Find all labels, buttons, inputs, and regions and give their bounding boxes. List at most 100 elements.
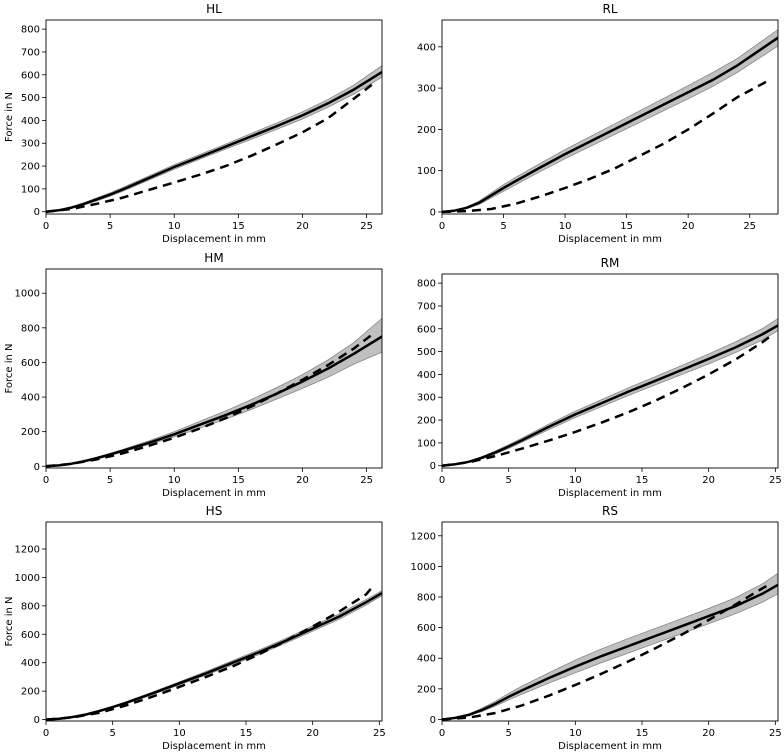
y-tick-label: 0 [430, 207, 436, 218]
x-tick-label: 20 [306, 728, 319, 739]
std-band [442, 572, 778, 720]
chart-title: HS [206, 504, 223, 518]
axes-frame [45, 19, 383, 215]
mean-line [46, 592, 382, 721]
x-tick-label: 0 [439, 475, 445, 486]
y-tick-label: 700 [417, 301, 436, 312]
mean-line [46, 335, 382, 468]
x-tick-label: 0 [439, 221, 445, 232]
y-tick-label: 600 [417, 623, 436, 634]
x-tick-label: 5 [505, 728, 511, 739]
axes-frame [441, 273, 779, 469]
y-tick-label: 800 [21, 323, 40, 334]
axes-frame [441, 521, 779, 722]
x-tick-label: 15 [240, 728, 253, 739]
y-tick-label: 400 [21, 393, 40, 404]
y-tick-label: 1200 [411, 531, 436, 542]
y-tick-label: 200 [21, 162, 40, 173]
x-tick-label: 0 [43, 475, 49, 486]
mean-line [442, 583, 778, 721]
y-tick-label: 0 [430, 461, 436, 472]
x-tick-label: 10 [168, 221, 181, 232]
x-tick-label: 15 [620, 221, 633, 232]
y-tick-label: 1000 [15, 573, 40, 584]
y-tick-label: 1000 [411, 562, 436, 573]
chart-title: HL [206, 2, 222, 16]
model-dashed-line [46, 82, 374, 213]
y-tick-label: 0 [34, 207, 40, 218]
x-axis-label: Displacement in mm [558, 234, 662, 245]
x-tick-label: 15 [232, 475, 245, 486]
x-axis-label: Displacement in mm [162, 488, 266, 499]
x-tick-label: 5 [505, 475, 511, 486]
std-band [442, 29, 778, 213]
axes-frame [45, 521, 383, 722]
y-tick-label: 400 [21, 116, 40, 127]
x-tick-label: 20 [702, 475, 715, 486]
y-tick-label: 400 [417, 42, 436, 53]
y-tick-label: 1200 [15, 545, 40, 556]
chart-title: RL [602, 2, 617, 16]
y-tick-label: 200 [417, 684, 436, 695]
y-tick-label: 600 [21, 358, 40, 369]
axes-frame [441, 19, 779, 215]
y-tick-label: 800 [417, 593, 436, 604]
x-tick-label: 15 [636, 475, 649, 486]
chart-panel-rs: RS 0 5 10 15 20 25 0 200 400 600 800 1000 1200 Displac… [411, 504, 782, 752]
x-tick-label: 10 [173, 728, 186, 739]
plot-area [442, 318, 778, 467]
x-axis-label: Displacement in mm [558, 741, 662, 752]
x-tick-label: 20 [296, 221, 309, 232]
std-band [46, 590, 382, 720]
y-tick-label: 800 [21, 601, 40, 612]
y-tick-label: 200 [21, 687, 40, 698]
x-tick-label: 5 [500, 221, 506, 232]
x-tick-label: 5 [109, 728, 115, 739]
mean-line [46, 70, 382, 213]
x-tick-label: 10 [569, 728, 582, 739]
model-dashed-line [442, 583, 770, 721]
x-tick-label: 25 [769, 475, 782, 486]
x-tick-label: 20 [682, 221, 695, 232]
model-dashed-line [442, 79, 769, 214]
y-tick-label: 1000 [15, 289, 40, 300]
x-tick-label: 10 [168, 475, 181, 486]
plot-area [46, 585, 382, 721]
y-tick-label: 100 [21, 184, 40, 195]
plot-area [46, 65, 382, 213]
x-axis-label: Displacement in mm [162, 741, 266, 752]
y-tick-label: 0 [34, 715, 40, 726]
plot-area [46, 317, 382, 468]
y-axis-label: Force in N [4, 92, 15, 142]
y-tick-label: 300 [21, 139, 40, 150]
y-tick-label: 100 [417, 166, 436, 177]
x-tick-label: 15 [636, 728, 649, 739]
x-tick-label: 15 [232, 221, 245, 232]
std-band [46, 65, 382, 213]
y-tick-label: 200 [21, 427, 40, 438]
x-tick-label: 20 [296, 475, 309, 486]
x-tick-label: 25 [743, 221, 756, 232]
y-tick-label: 400 [21, 658, 40, 669]
model-dashed-line [46, 332, 374, 468]
y-tick-label: 400 [417, 370, 436, 381]
mean-line [442, 36, 778, 214]
chart-title: RM [601, 256, 620, 270]
chart-panel-hl: HL 0 5 10 15 20 25 0 100 200 300 400 500 600 700 800 Dis… [4, 2, 383, 245]
y-tick-label: 700 [21, 47, 40, 58]
y-tick-label: 600 [21, 630, 40, 641]
y-axis-label: Force in N [4, 596, 15, 646]
y-tick-label: 300 [417, 84, 436, 95]
model-dashed-line [46, 585, 374, 721]
x-tick-label: 0 [43, 728, 49, 739]
chart-panel-hm: HM 0 5 10 15 20 25 0 200 400 600 800 1000 Displacemen… [4, 251, 383, 499]
y-tick-label: 200 [417, 416, 436, 427]
y-tick-label: 400 [417, 654, 436, 665]
y-tick-label: 500 [417, 347, 436, 358]
y-tick-label: 600 [21, 70, 40, 81]
chart-panel-rm: RM 0 5 10 15 20 25 0 100 200 300 400 500 600 700 800 Dis… [417, 256, 782, 499]
y-tick-label: 200 [417, 125, 436, 136]
std-band [46, 317, 382, 467]
x-tick-label: 25 [373, 728, 386, 739]
